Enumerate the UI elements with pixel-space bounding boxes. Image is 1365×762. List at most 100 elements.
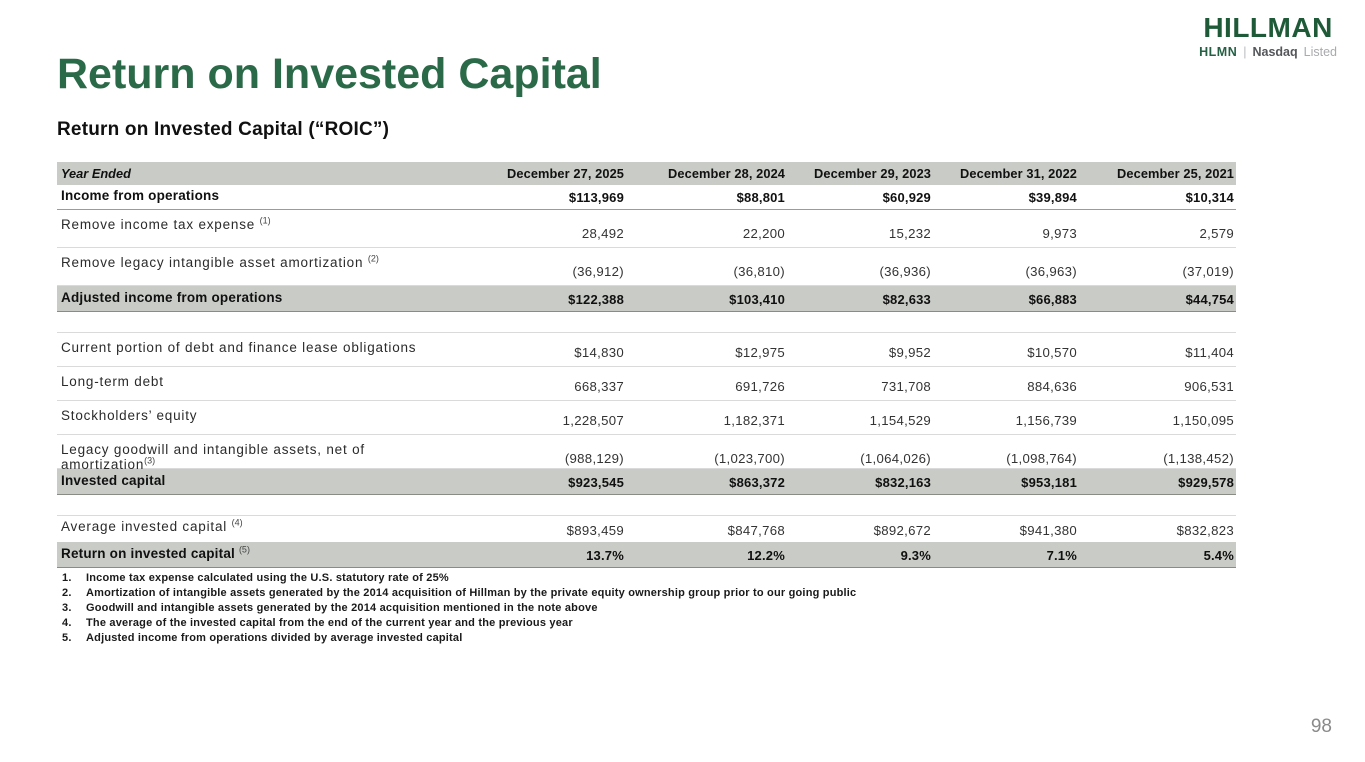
cell-value: 1,228,507: [562, 413, 624, 428]
cell-value: 1,156,739: [1015, 413, 1077, 428]
cell-value: $9,952: [888, 345, 931, 360]
row-label: Average invested capital (4): [61, 517, 243, 534]
cell-value: $113,969: [568, 190, 624, 205]
cell-value: 906,531: [1184, 379, 1234, 394]
cell-value: $11,404: [1185, 345, 1234, 360]
table-row: Remove legacy intangible asset amortizat…: [57, 248, 1236, 286]
cell-value: $929,578: [1178, 475, 1234, 490]
table-row: Current portion of debt and finance leas…: [57, 333, 1236, 367]
cell-value: (1,138,452): [1163, 451, 1234, 466]
cell-value: $832,823: [1176, 523, 1234, 538]
column-header: December 25, 2021: [1117, 166, 1234, 181]
cell-value: (37,019): [1182, 264, 1234, 279]
cell-value: $953,181: [1021, 475, 1077, 490]
spacer-row: [57, 312, 1236, 333]
cell-value: $66,883: [1028, 292, 1077, 307]
footnote-number: 5.: [62, 631, 72, 644]
footnote-marker: (4): [231, 517, 243, 528]
cell-value: (36,963): [1025, 264, 1077, 279]
footnote-item: 1. Income tax expense calculated using th…: [62, 571, 856, 586]
table-row: Invested capital $923,545 $863,372 $832,163…: [57, 469, 1236, 495]
table-row: Legacy goodwill and intangible assets, n…: [57, 435, 1236, 472]
cell-value: $10,314: [1185, 190, 1234, 205]
footnote-text: The average of the invested capital from…: [86, 616, 573, 629]
hillman-wordmark: HILLMAN: [1203, 12, 1333, 43]
cell-value: 12.2%: [747, 548, 785, 563]
logo-subline: HLMN | Nasdaq Listed: [1199, 46, 1337, 59]
cell-value: 28,492: [581, 226, 624, 241]
cell-value: $14,830: [574, 345, 624, 360]
cell-value: (36,936): [879, 264, 931, 279]
cell-value: 13.7%: [586, 548, 624, 563]
cell-value: $923,545: [568, 475, 624, 490]
row-label: Remove income tax expense (1): [61, 215, 271, 232]
row-label: Return on invested capital (5): [61, 544, 250, 561]
footnote-marker: (5): [238, 544, 250, 555]
cell-value: 15,232: [888, 226, 931, 241]
footnote-text: Adjusted income from operations divided …: [86, 631, 463, 644]
table-row: Remove income tax expense (1) 28,492 22,20…: [57, 210, 1236, 248]
column-header: December 29, 2023: [814, 166, 931, 181]
year-ended-label: Year Ended: [61, 166, 131, 181]
page-title: Return on Invested Capital: [57, 50, 602, 98]
ticker-label: HLMN: [1199, 45, 1238, 59]
cell-value: 691,726: [735, 379, 785, 394]
cell-value: $39,894: [1028, 190, 1077, 205]
table-title: Return on Invested Capital (“ROIC”): [57, 119, 390, 140]
cell-value: 7.1%: [1046, 548, 1077, 563]
cell-value: $941,380: [1019, 523, 1077, 538]
table-row: Long-term debt 668,337 691,726 731,708 884,6…: [57, 367, 1236, 401]
table-row: Return on invested capital (5) 13.7% 12.2%…: [57, 542, 1236, 568]
footnote-text: Income tax expense calculated using the …: [86, 572, 449, 584]
cell-value: 1,150,095: [1172, 413, 1234, 428]
row-label: Invested capital: [61, 473, 166, 488]
footnote-number: 1.: [62, 572, 72, 584]
cell-value: $82,633: [882, 292, 931, 307]
row-label: Legacy goodwill and intangible assets, n…: [61, 442, 365, 472]
cell-value: $892,672: [873, 523, 931, 538]
cell-value: (1,023,700): [714, 451, 785, 466]
footnote-marker: (2): [367, 253, 379, 264]
footnote-marker: (3): [144, 455, 156, 466]
footnote-number: 4.: [62, 616, 72, 629]
footnote-item: 4. The average of the invested capital fr…: [62, 616, 856, 631]
cell-value: 9.3%: [900, 548, 931, 563]
cell-value: 668,337: [574, 379, 624, 394]
page-number: 98: [1310, 716, 1332, 737]
column-header: December 27, 2025: [507, 166, 624, 181]
footnote-marker: (1): [259, 215, 271, 226]
table-header-row: Year Ended December 27, 2025 December 28, …: [57, 162, 1236, 185]
footnote-text: Goodwill and intangible assets generated…: [86, 601, 598, 614]
row-label: Adjusted income from operations: [61, 290, 283, 305]
hillman-logo: HILLMAN HLMN | Nasdaq Listed: [1199, 14, 1337, 59]
cell-value: (1,064,026): [860, 451, 931, 466]
cell-value: $863,372: [729, 475, 785, 490]
column-header: December 31, 2022: [960, 166, 1077, 181]
cell-value: 22,200: [742, 226, 785, 241]
cell-value: (988,129): [564, 451, 624, 466]
cell-value: (36,810): [733, 264, 785, 279]
logo-separator: |: [1243, 45, 1247, 59]
spacer-row: [57, 495, 1236, 516]
footnote-text: Amortization of intangible assets genera…: [86, 586, 857, 599]
cell-value: $847,768: [727, 523, 785, 538]
table-row: Income from operations $113,969 $88,801 $60…: [57, 185, 1236, 210]
cell-value: 1,154,529: [869, 413, 931, 428]
cell-value: 884,636: [1027, 379, 1077, 394]
footnote-item: 5. Adjusted income from operations divide…: [62, 631, 856, 646]
cell-value: 1,182,371: [723, 413, 785, 428]
row-label: Remove legacy intangible asset amortizat…: [61, 253, 379, 270]
cell-value: 2,579: [1199, 226, 1234, 241]
cell-value: 5.4%: [1203, 548, 1234, 563]
cell-value: $103,410: [729, 292, 785, 307]
footnote-number: 2.: [62, 586, 72, 599]
cell-value: $44,754: [1185, 292, 1234, 307]
row-label: Long-term debt: [61, 374, 164, 389]
column-header: December 28, 2024: [668, 166, 785, 181]
footnote-number: 3.: [62, 601, 72, 614]
row-label: Income from operations: [61, 188, 220, 203]
table-row: Stockholders’ equity 1,228,507 1,182,371 1,…: [57, 401, 1236, 435]
table-row: Adjusted income from operations $122,388 $…: [57, 286, 1236, 312]
cell-value: $122,388: [568, 292, 624, 307]
